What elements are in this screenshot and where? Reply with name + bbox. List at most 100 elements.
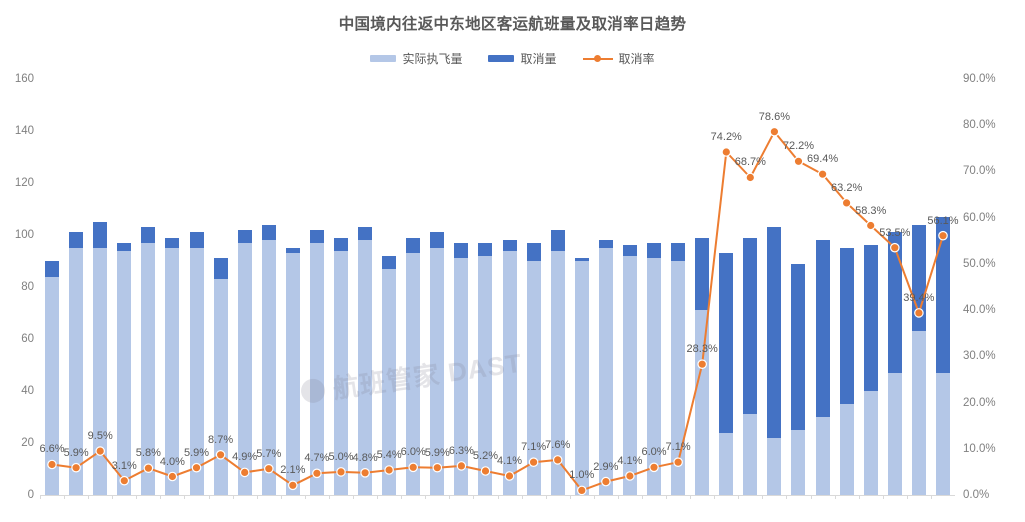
bar-segment-flown [285, 253, 300, 495]
rate-data-label: 4.9% [232, 451, 258, 464]
bar-column[interactable] [598, 240, 613, 495]
bar-column[interactable] [887, 232, 902, 495]
rate-data-label: 4.7% [304, 452, 330, 465]
chart-legend: 实际执飞量 取消量 取消率 [0, 50, 1025, 67]
bar-segment-flown [550, 250, 565, 495]
bar-segment-flown [93, 248, 108, 495]
bar-segment-cancelled [309, 229, 324, 243]
bar-segment-cancelled [117, 242, 132, 251]
rate-data-label: 8.7% [208, 433, 234, 446]
bar-segment-flown [382, 268, 397, 495]
bar-column[interactable] [574, 258, 589, 495]
bar-column[interactable] [550, 229, 565, 495]
rate-data-label: 1.0% [569, 469, 595, 482]
bar-segment-flown [743, 414, 758, 495]
bar-column[interactable] [93, 222, 108, 495]
x-axis-tick-mark [64, 495, 66, 499]
bar-column[interactable] [695, 237, 710, 495]
rate-data-label: 4.1% [496, 455, 523, 468]
y-axis-right-tick: 30.0% [963, 350, 996, 363]
bar-column[interactable] [285, 248, 300, 495]
bar-column[interactable] [213, 258, 228, 495]
bar-segment-cancelled [622, 245, 637, 256]
bar-segment-cancelled [141, 227, 156, 243]
x-axis-tick-mark [810, 495, 812, 499]
bar-column[interactable] [526, 242, 541, 495]
y-axis-left-tick: 20 [21, 437, 34, 449]
bar-segment-flown [695, 310, 710, 495]
y-axis-left-tick: 160 [14, 73, 34, 85]
legend-item-cancelled[interactable]: 取消量 [488, 50, 557, 67]
y-axis-right-tick: 0.0% [963, 489, 990, 501]
bar-column[interactable] [791, 263, 806, 495]
rate-data-point[interactable] [865, 220, 876, 231]
x-axis-tick-mark [569, 495, 571, 499]
y-axis-left-tick: 140 [14, 125, 34, 137]
x-axis-tick-mark [858, 495, 860, 499]
x-axis-tick-mark [641, 495, 643, 499]
bar-column[interactable] [719, 253, 734, 495]
legend-item-rate[interactable]: 取消率 [582, 50, 655, 67]
bar-column[interactable] [815, 240, 830, 495]
x-axis-tick-mark [786, 495, 788, 499]
bar-segment-cancelled [285, 248, 300, 254]
bar-column[interactable] [117, 242, 132, 495]
bar-segment-cancelled [863, 245, 878, 391]
bar-segment-flown [117, 250, 132, 495]
rate-data-point[interactable] [769, 126, 780, 137]
plot-area: 0 20 40 60 80 100 120 140 160 0.0% 10.0% 20.0% 30.0… [15, 73, 996, 501]
rate-data-label: 5.2% [472, 449, 498, 462]
bar-segment-cancelled [647, 242, 661, 259]
x-axis-tick-mark [545, 495, 547, 499]
rate-data-label: 58.3% [855, 204, 887, 217]
rate-data-point[interactable] [841, 198, 852, 208]
rate-data-label: 78.6% [758, 110, 791, 123]
bar-column[interactable] [671, 242, 686, 495]
bar-segment-flown [647, 258, 661, 495]
rate-data-label: 2.1% [280, 464, 306, 477]
bar-segment-cancelled [237, 229, 252, 243]
bar-column[interactable] [911, 224, 926, 495]
legend-item-flown[interactable]: 实际执飞量 [370, 50, 462, 67]
x-axis-tick-mark [521, 495, 523, 499]
y-axis-right-tick: 60.0% [963, 211, 996, 224]
x-axis-tick-mark [473, 495, 475, 499]
y-axis-left-tick: 120 [14, 177, 34, 189]
bar-segment-flown [767, 437, 782, 495]
bar-segment-flown [719, 432, 734, 495]
x-axis-tick-mark [738, 495, 740, 499]
rate-data-point[interactable] [793, 156, 804, 167]
rate-data-point[interactable] [745, 172, 756, 183]
bar-segment-cancelled [430, 232, 445, 248]
bar-column[interactable] [935, 216, 950, 495]
x-axis-tick-mark [40, 495, 41, 499]
y-axis-right-tick: 10.0% [963, 442, 996, 455]
bar-column[interactable] [863, 245, 878, 495]
bar-column[interactable] [743, 237, 758, 495]
bar-segment-cancelled [93, 222, 108, 248]
rate-data-label: 39.4% [903, 291, 935, 304]
rate-data-point[interactable] [817, 169, 828, 179]
bar-segment-cancelled [719, 253, 734, 433]
bar-column[interactable] [839, 248, 854, 495]
bar-column[interactable] [454, 242, 469, 495]
bar-column[interactable] [767, 227, 782, 495]
rate-data-label: 5.8% [135, 447, 161, 460]
legend-line-rate [582, 54, 613, 64]
rate-data-point[interactable] [721, 147, 732, 157]
x-axis-tick-mark [401, 495, 403, 499]
bar-segment-cancelled [526, 242, 541, 261]
legend-swatch-cancelled [488, 55, 515, 62]
x-axis-tick-mark [930, 495, 932, 499]
page-title: 中国境内往返中东地区客运航班量及取消率日趋势 [338, 16, 687, 33]
rate-data-label: 4.0% [159, 455, 185, 468]
rate-data-label: 6.6% [39, 443, 65, 456]
bar-segment-cancelled [165, 237, 180, 248]
y-axis-right-tick: 20.0% [963, 396, 996, 409]
x-axis-tick-mark [762, 495, 764, 499]
bar-segment-cancelled [743, 237, 758, 415]
x-axis-tick-mark [304, 495, 306, 499]
x-axis-tick-mark [377, 495, 379, 499]
bar-column[interactable] [45, 261, 60, 495]
y-axis-left-tick: 80 [21, 281, 34, 293]
